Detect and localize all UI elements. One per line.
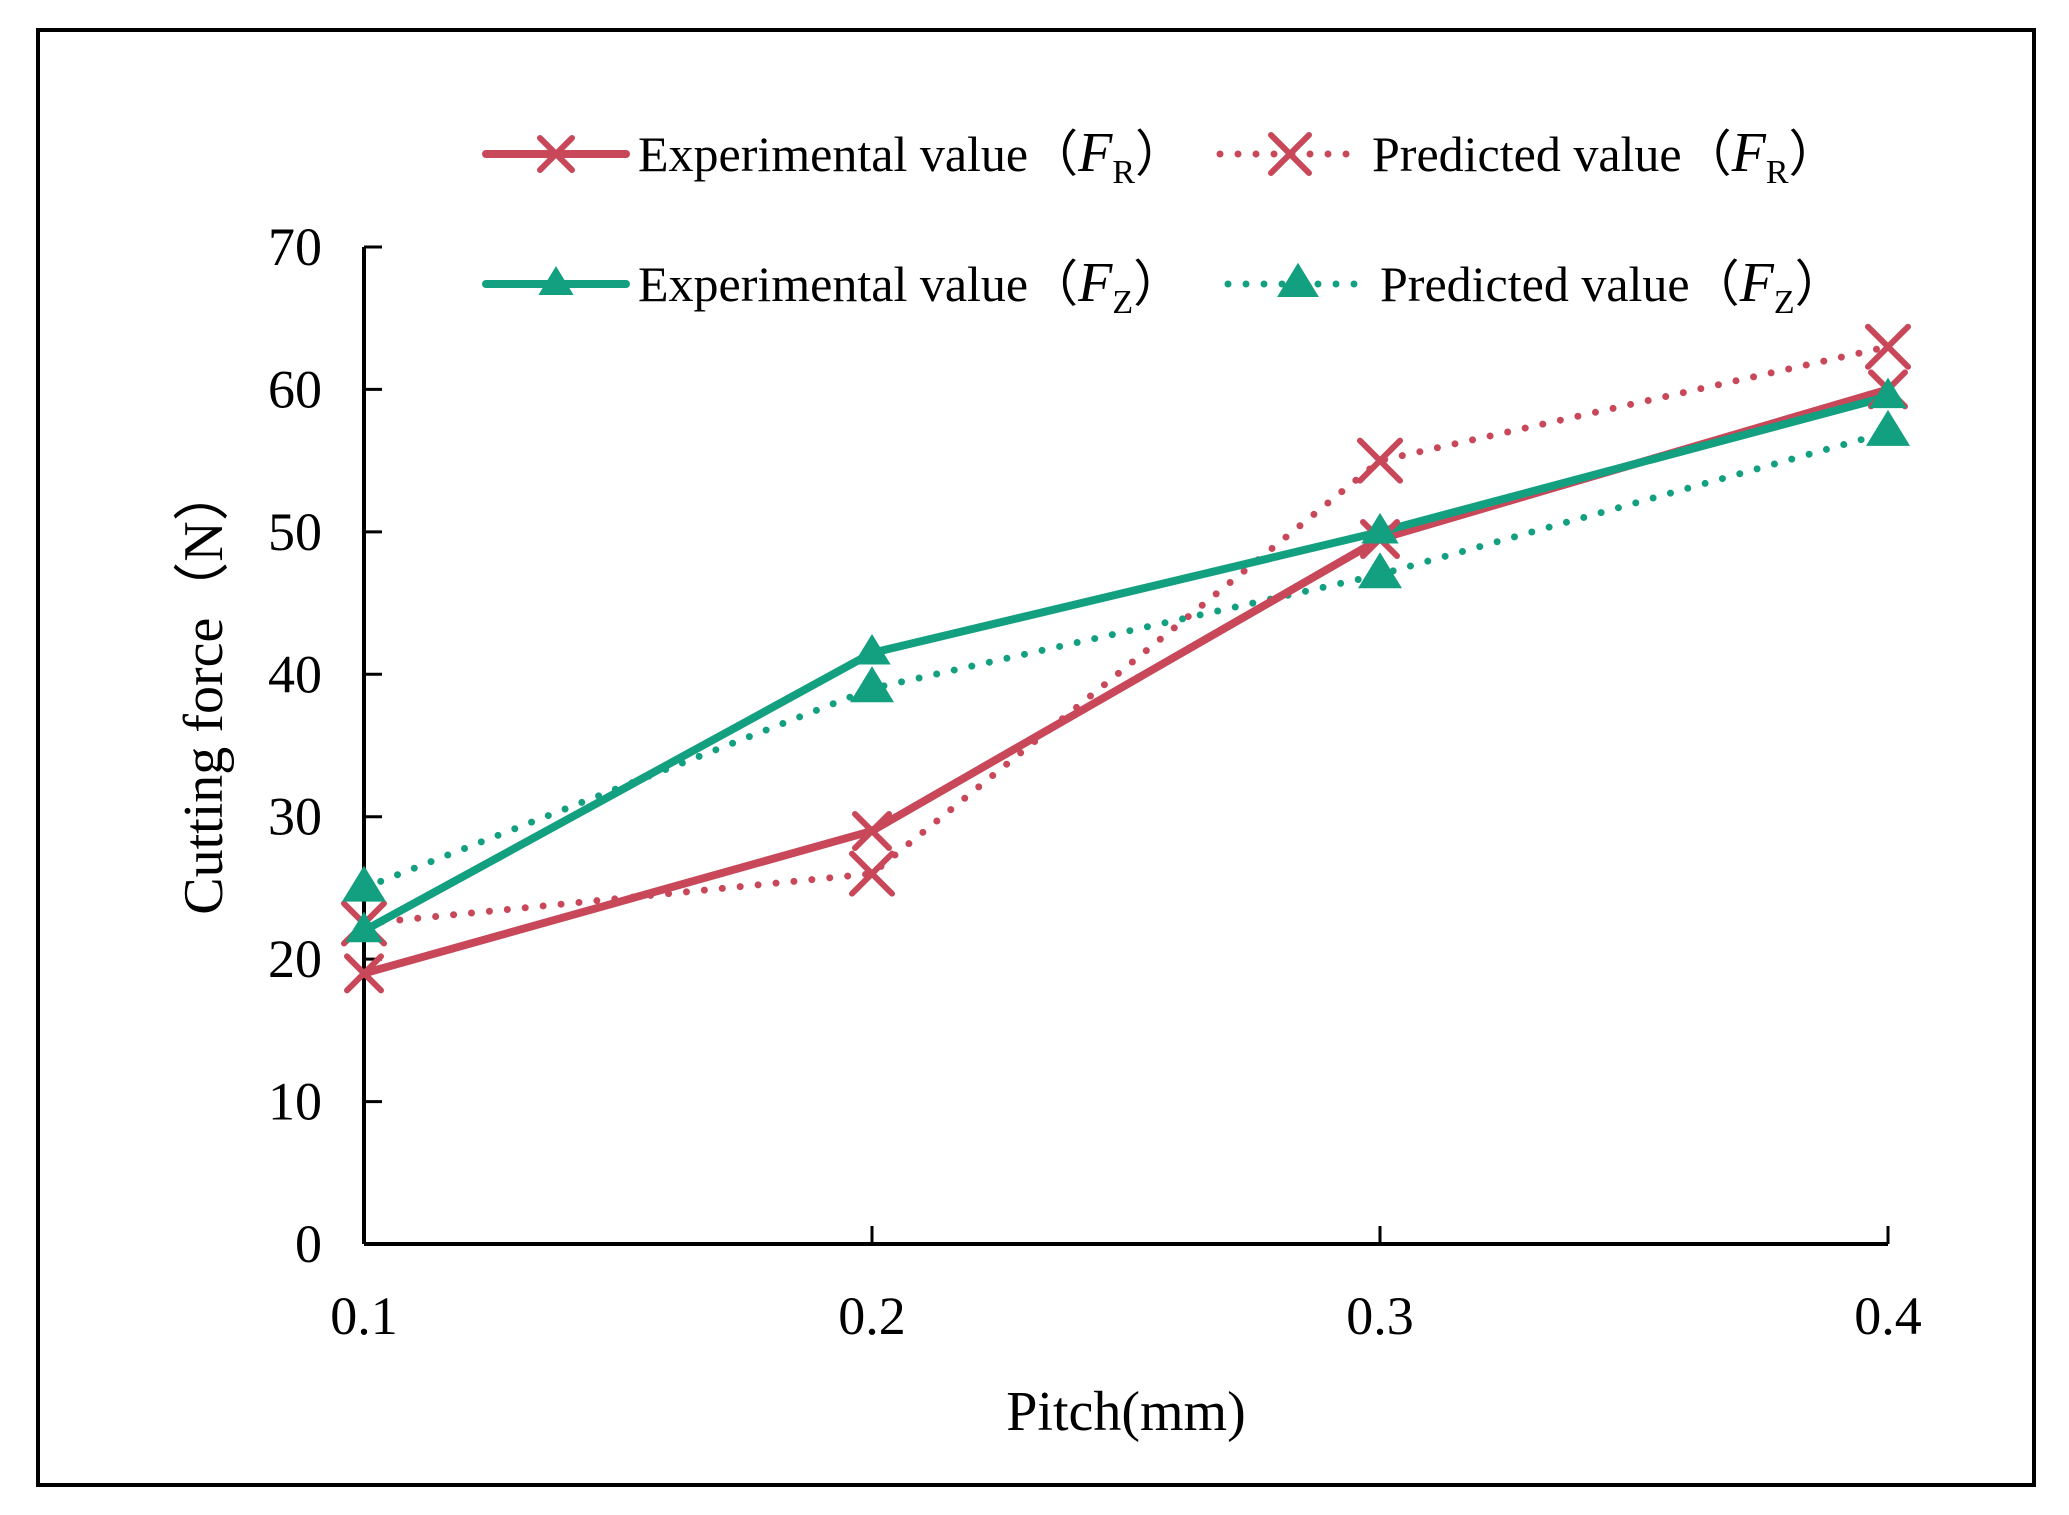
x-marker-stroke bbox=[1865, 323, 1911, 370]
exp-fz-point bbox=[853, 633, 891, 665]
x-marker-stroke bbox=[344, 953, 384, 994]
y-tick-label: 70 bbox=[268, 217, 322, 277]
pred-fz-point bbox=[1866, 409, 1910, 446]
legend-item-pred-fz: Predicted value（FZ） bbox=[1224, 252, 1845, 321]
pred-fz-point bbox=[1358, 552, 1402, 589]
legend-item-exp-fr: Experimental value（FR） bbox=[482, 122, 1185, 191]
exp-fz-point bbox=[345, 911, 383, 943]
legend: Experimental value（FR） Predicted value（FR… bbox=[482, 122, 1845, 321]
exp-fz-point bbox=[1869, 377, 1907, 409]
x-marker-stroke bbox=[852, 810, 892, 851]
legend-label-subscript: R bbox=[1766, 154, 1789, 191]
exp-fr-point bbox=[852, 810, 892, 851]
legend-label-suffix: ） bbox=[1133, 256, 1183, 312]
pred-fr-point bbox=[1357, 437, 1403, 484]
x-ticks: 0.1 0.2 0.3 0.4 bbox=[330, 1226, 1922, 1346]
x-tick-label: 0.3 bbox=[1346, 1286, 1414, 1346]
legend-label-variable: F bbox=[1731, 122, 1767, 184]
legend-label: Predicted value（FR） bbox=[1372, 122, 1839, 191]
y-tick-label: 0 bbox=[295, 1214, 322, 1274]
legend-label-subscript: Z bbox=[1774, 284, 1795, 321]
legend-label-prefix: Experimental value（ bbox=[638, 126, 1078, 182]
legend-item-pred-fr: Predicted value（FR） bbox=[1216, 122, 1839, 191]
x-axis-title: Pitch(mm) bbox=[1006, 1381, 1246, 1443]
legend-label-prefix: Predicted value（ bbox=[1372, 126, 1732, 182]
x-tick-label: 0.4 bbox=[1854, 1286, 1922, 1346]
series-layer bbox=[341, 323, 1911, 994]
y-ticks: 0 10 20 30 40 50 60 70 bbox=[268, 217, 382, 1274]
legend-label-prefix: Experimental value（ bbox=[638, 256, 1078, 312]
legend-label-suffix: ） bbox=[1795, 256, 1845, 312]
x-marker-stroke bbox=[1357, 437, 1403, 484]
legend-label-variable: F bbox=[1739, 252, 1775, 314]
legend-label-subscript: Z bbox=[1112, 284, 1133, 321]
pred-fz-point bbox=[850, 666, 894, 703]
legend-swatch-marker bbox=[1268, 132, 1312, 176]
exp-fr-point bbox=[344, 953, 384, 994]
legend-label-suffix: ） bbox=[1135, 126, 1185, 182]
y-tick-label: 30 bbox=[268, 787, 322, 847]
legend-label-subscript: R bbox=[1112, 154, 1135, 191]
x-tick-label: 0.1 bbox=[330, 1286, 398, 1346]
legend-swatch-marker bbox=[538, 266, 574, 295]
y-tick-label: 60 bbox=[268, 359, 322, 419]
pred-fz-point bbox=[342, 865, 386, 902]
pred-fr-point bbox=[849, 850, 895, 897]
y-tick-label: 40 bbox=[268, 644, 322, 704]
x-tick-label: 0.2 bbox=[838, 1286, 906, 1346]
legend-label-prefix: Predicted value（ bbox=[1380, 256, 1740, 312]
y-axis-title: Cutting force（N） bbox=[173, 465, 235, 914]
y-tick-label: 10 bbox=[268, 1072, 322, 1132]
x-marker-stroke bbox=[1268, 132, 1312, 176]
legend-swatch-marker bbox=[537, 135, 575, 173]
legend-label-suffix: ） bbox=[1789, 126, 1839, 182]
legend-swatch-marker bbox=[1277, 262, 1319, 297]
x-marker-stroke bbox=[537, 135, 575, 173]
axes bbox=[362, 247, 1888, 1246]
exp-fz-line bbox=[360, 392, 1892, 935]
legend-label: Experimental value（FR） bbox=[638, 122, 1185, 191]
y-tick-label: 50 bbox=[268, 502, 322, 562]
legend-label: Experimental value（FZ） bbox=[638, 252, 1183, 321]
figure-frame bbox=[36, 28, 2036, 1487]
legend-label-variable: F bbox=[1077, 122, 1113, 184]
legend-label-variable: F bbox=[1077, 252, 1113, 314]
exp-fz-point bbox=[1361, 512, 1399, 544]
pred-fr-point bbox=[1865, 323, 1911, 370]
legend-item-exp-fz: Experimental value（FZ） bbox=[482, 252, 1183, 321]
legend-label: Predicted value（FZ） bbox=[1380, 252, 1845, 321]
x-marker-stroke bbox=[849, 850, 895, 897]
y-tick-label: 20 bbox=[268, 929, 322, 989]
